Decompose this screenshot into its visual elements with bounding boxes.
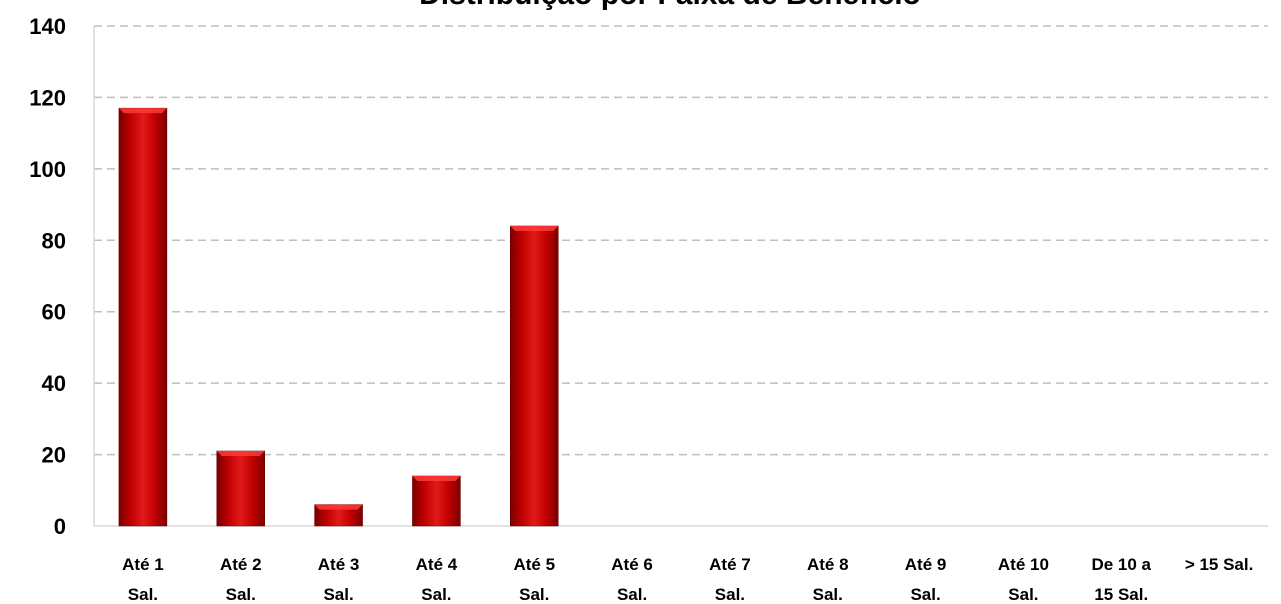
y-tick-label: 60	[42, 300, 66, 325]
x-tick-label: Até 1 Sal.	[122, 555, 164, 604]
x-tick-label: Até 4 Sal.	[416, 555, 458, 604]
x-tick-label: Até 3 Sal.	[318, 555, 360, 604]
x-tick-label: Até 6 Sal.	[611, 555, 653, 604]
bar-body	[118, 107, 168, 527]
bar-bevel	[216, 451, 265, 456]
bar	[412, 475, 461, 527]
bar-bevel	[314, 504, 363, 510]
axes	[93, 26, 1268, 527]
bar	[314, 504, 363, 527]
y-tick-label: 120	[29, 85, 66, 110]
bar-bevel	[118, 108, 167, 114]
bar-body	[510, 225, 559, 527]
x-tick-label: Até 9 Sal.	[905, 555, 947, 604]
bar-body	[412, 475, 461, 527]
bar	[510, 225, 559, 527]
y-tick-label: 40	[42, 371, 66, 396]
x-tick-label: Até 2 Sal.	[220, 555, 262, 604]
x-tick-labels: Até 1 Sal. Até 2 Sal. Até 3 Sal. Até 4 Sal. Até …	[122, 555, 1253, 604]
y-tick-label: 0	[54, 514, 66, 539]
bar	[118, 107, 168, 527]
y-tick-label: 80	[42, 228, 66, 253]
bars	[118, 107, 559, 527]
bar	[216, 450, 265, 527]
x-tick-label: Até 10 Sal.	[998, 555, 1049, 604]
bar-bevel	[510, 226, 559, 231]
gridlines	[94, 25, 1268, 456]
y-tick-label: 20	[42, 443, 66, 468]
x-tick-label: Até 7 Sal.	[709, 555, 751, 604]
x-tick-label: > 15 Sal.	[1185, 555, 1254, 574]
chart-title: Distribuição por Faixa de Benefício	[419, 0, 921, 11]
bar-body	[216, 450, 265, 527]
y-tick-label: 100	[29, 157, 66, 182]
x-tick-label: Até 8 Sal.	[807, 555, 849, 604]
x-tick-label: Até 5 Sal.	[513, 555, 555, 604]
x-tick-label: De 10 a 15 Sal.	[1091, 555, 1151, 604]
y-tick-label: 140	[29, 14, 66, 39]
bar-bevel	[412, 476, 461, 481]
y-tick-labels: 0 20 40 60 80 100 120 140	[29, 14, 66, 539]
